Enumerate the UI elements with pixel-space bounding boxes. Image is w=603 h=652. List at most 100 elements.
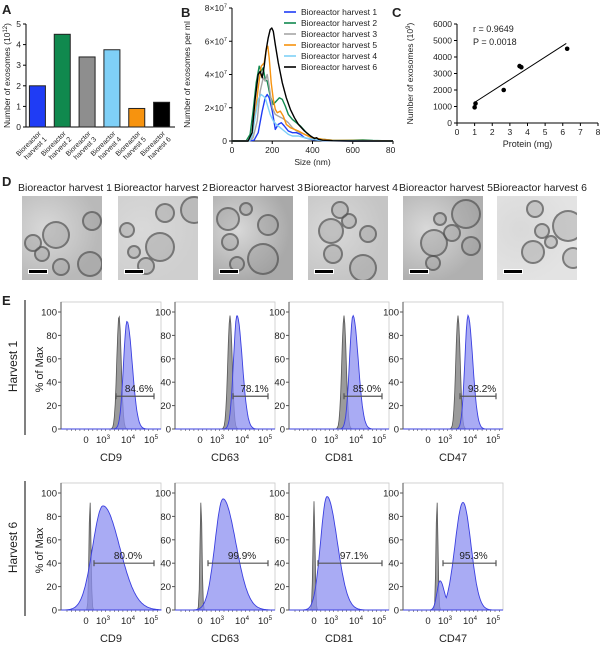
y-tick-label: 60: [388, 354, 399, 365]
x-axis-label: CD9: [100, 452, 122, 464]
vesicle: [155, 203, 175, 223]
legend-label: Bioreactor harvest 1: [301, 7, 377, 17]
line-chart-size-distribution: 0 2×107 4×107 6×107 8×107 0 200 400 600 800 Size (…: [182, 3, 395, 167]
y-tick-label: 100: [41, 489, 57, 500]
x-tick-label: 105: [258, 615, 273, 627]
x-tick-label: Bioreactorharvest 2: [40, 130, 74, 164]
y-tick-label: 60: [160, 354, 171, 365]
y-tick-label: 20: [274, 582, 285, 593]
x-tick-label: 8: [596, 127, 601, 137]
series-line: [232, 27, 393, 142]
y-tick-label: 0: [280, 606, 285, 617]
y-tick-label: 40: [160, 559, 171, 570]
y-tick-label: 100: [155, 489, 171, 500]
em-image-panel: Bioreactor harvest 4: [304, 182, 398, 280]
vesicle: [82, 211, 102, 231]
isotype-control-histogram: [289, 315, 389, 430]
vesicle: [239, 202, 253, 216]
y-tick-label: 1: [16, 101, 21, 111]
x-tick-label: 103: [96, 615, 111, 627]
x-tick-label: 105: [144, 615, 159, 627]
isotype-control-histogram: [403, 315, 503, 430]
vesicle: [221, 233, 239, 251]
y-tick-label: 6×107: [205, 36, 227, 46]
vesicle: [24, 234, 42, 252]
data-point: [501, 87, 507, 93]
x-tick-label: 7: [578, 127, 583, 137]
x-tick-label: 104: [349, 434, 364, 446]
vesicle: [443, 224, 461, 242]
vesicle: [562, 247, 577, 269]
row-label: Harvest 6: [6, 522, 20, 574]
em-image-title: Bioreactor harvest 5: [399, 182, 493, 194]
y-tick-label: 80: [388, 512, 399, 523]
x-tick-label: 103: [210, 615, 225, 627]
y-tick-label: 0: [394, 606, 399, 617]
vesicle: [526, 200, 544, 218]
y-tick-label: 20: [160, 582, 171, 593]
y-tick-label: 20: [274, 401, 285, 412]
x-tick-label: 0: [230, 145, 235, 155]
vesicle: [323, 244, 343, 264]
x-tick-label: 1: [472, 127, 477, 137]
panel-label-b: B: [181, 5, 191, 20]
vesicle: [42, 221, 70, 249]
vesicle: [145, 232, 175, 262]
y-axis-label: % of Max: [34, 527, 46, 573]
vesicle: [521, 240, 545, 264]
em-image-title: Bioreactor harvest 1: [18, 182, 112, 194]
x-tick-label: 0: [425, 616, 430, 627]
x-tick-label: 104: [463, 434, 478, 446]
x-tick-label: 103: [324, 434, 339, 446]
y-tick-label: 100: [41, 308, 57, 319]
vesicle: [331, 201, 349, 219]
y-tick-label: 40: [388, 559, 399, 570]
x-tick-label: 105: [372, 434, 387, 446]
y-axis-label: Number of exosomes per ml: [182, 21, 192, 128]
gate-percentage: 85.0%: [353, 384, 381, 395]
bar: [28, 85, 46, 128]
x-tick-label: 200: [265, 145, 279, 155]
x-axis-label: CD47: [439, 633, 467, 645]
x-tick-label: Bioreactorharvest 5: [115, 130, 149, 164]
gate-percentage: 99.9%: [228, 551, 256, 562]
vesicle: [425, 255, 441, 271]
x-tick-label: 105: [486, 615, 501, 627]
x-tick-label: 104: [121, 615, 136, 627]
em-image-panel: Bioreactor harvest 2: [114, 182, 208, 280]
panel-label-e: E: [2, 293, 11, 308]
x-tick-label: 0: [455, 127, 460, 137]
sample-histogram: [403, 501, 503, 611]
x-tick-label: 105: [144, 434, 159, 446]
y-tick-label: 8×107: [205, 3, 227, 13]
flow-cytometry-histograms: Harvest 1 % of Max 0 20 40 60 80 100 0 103 104 105 C…: [6, 300, 504, 645]
em-micrograph: [497, 196, 577, 280]
data-point: [519, 64, 524, 70]
y-tick-label: 20: [388, 401, 399, 412]
bar: [78, 56, 96, 128]
bar: [103, 49, 121, 128]
y-tick-label: 40: [388, 378, 399, 389]
vesicle: [180, 196, 198, 224]
row-label: Harvest 1: [6, 341, 20, 393]
em-image-title: Bioreactor harvest 3: [209, 182, 303, 194]
isotype-control-histogram: [61, 315, 161, 430]
em-micrograph: [118, 196, 198, 280]
em-micrograph: [308, 196, 388, 280]
x-tick-label: 400: [305, 145, 319, 155]
panel-label-d: D: [2, 174, 12, 189]
x-tick-label: 0: [197, 435, 202, 446]
y-tick-label: 40: [274, 559, 285, 570]
scale-bar: [314, 269, 334, 274]
x-tick-label: 103: [324, 615, 339, 627]
gate-percentage: 93.2%: [468, 384, 496, 395]
em-image-panel: Bioreactor harvest 1: [18, 182, 112, 280]
x-tick-label: 5: [543, 127, 548, 137]
plot-frame: [402, 301, 504, 430]
plot-frame: [174, 301, 276, 430]
em-image-title: Bioreactor harvest 6: [493, 182, 587, 194]
x-tick-label: 104: [349, 615, 364, 627]
y-tick-label: 20: [160, 401, 171, 412]
em-image-panel: Bioreactor harvest 5: [399, 182, 493, 280]
